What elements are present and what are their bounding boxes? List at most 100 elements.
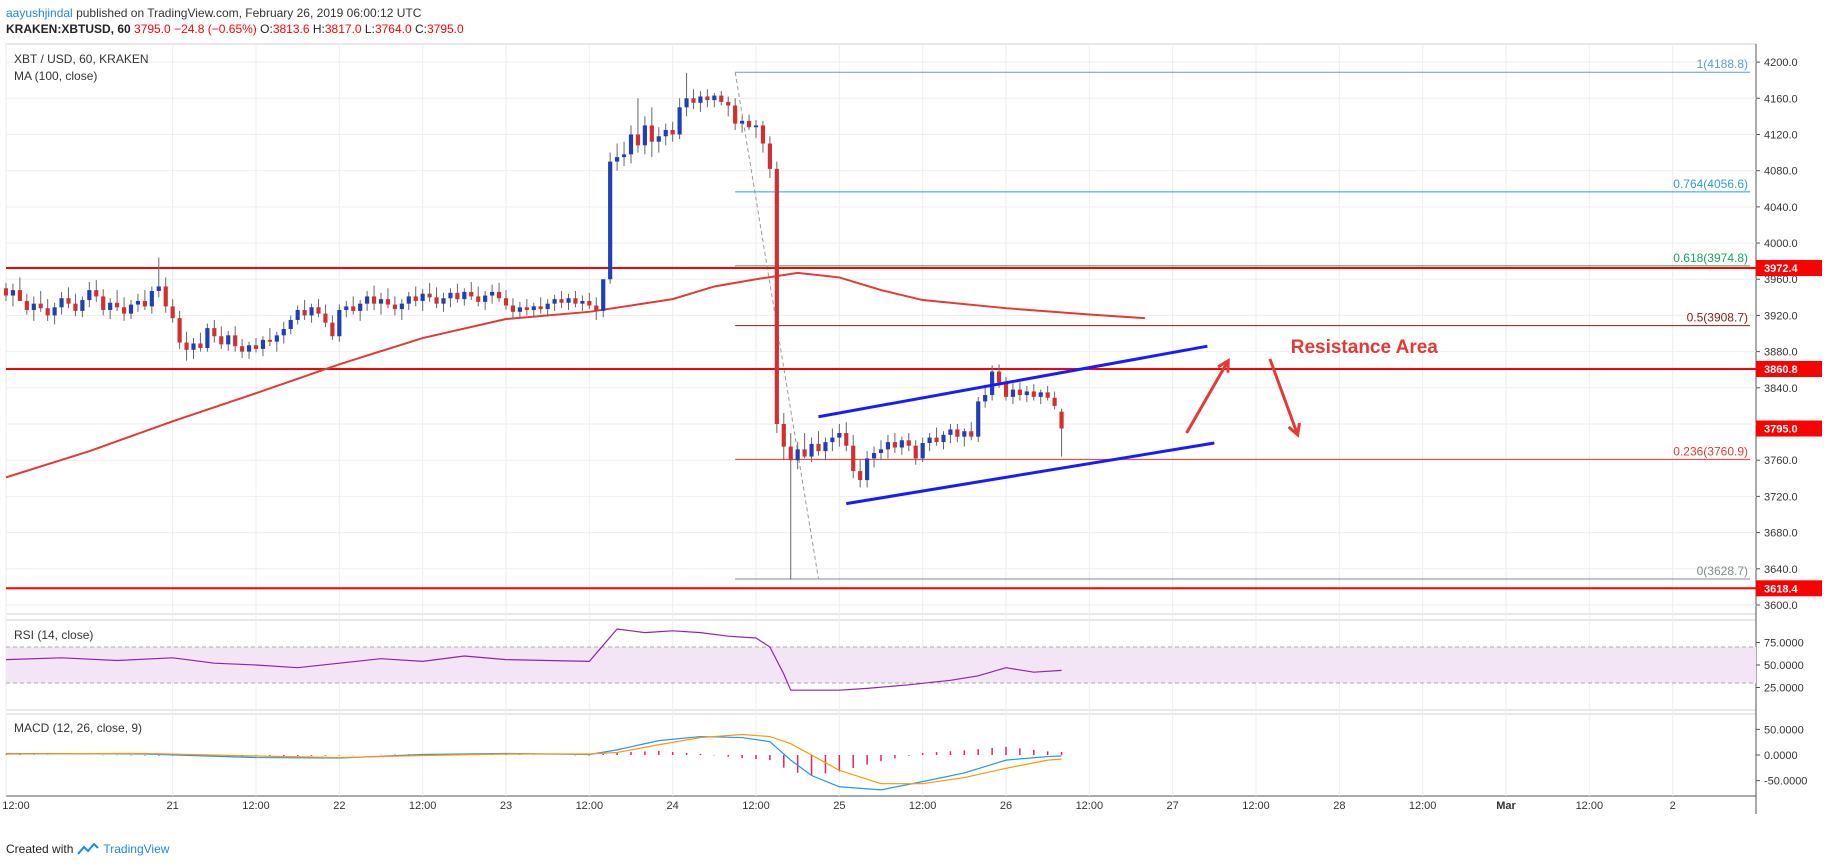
candle-body — [3, 288, 9, 296]
candle-body — [448, 292, 453, 299]
last-price: 3795.0 — [134, 22, 171, 36]
candle-body — [1031, 391, 1036, 397]
candle-body — [434, 297, 439, 304]
price-tick-label: 3600.0 — [1764, 600, 1798, 612]
channel-trendline — [846, 441, 1215, 506]
time-tick-label: 12:00 — [576, 800, 604, 812]
candle-body — [385, 299, 391, 305]
candle-body — [983, 395, 988, 402]
price-tick-label: 3680.0 — [1764, 528, 1798, 540]
candle-body — [927, 437, 932, 443]
sr-price-badge-label: 3972.4 — [1764, 263, 1799, 275]
macd-tick-label: 50.0000 — [1764, 724, 1804, 736]
candle-body — [17, 290, 22, 301]
candle-body — [330, 322, 335, 337]
candle-body — [545, 303, 550, 310]
price-tick-label: 3760.0 — [1764, 455, 1798, 467]
candle-body — [899, 440, 904, 448]
candle-body — [698, 96, 703, 103]
candle-body — [712, 95, 717, 101]
candle-body — [246, 345, 252, 352]
candle-body — [274, 335, 279, 342]
candle-body — [608, 161, 613, 280]
last-price-badge-label: 3795.0 — [1764, 424, 1798, 436]
candle-body — [219, 336, 224, 345]
candle-body — [233, 335, 238, 347]
fib-level-label: 0(3628.7) — [1697, 564, 1748, 578]
price-tick-label: 4120.0 — [1764, 129, 1798, 141]
time-tick-label: 12:00 — [1242, 800, 1270, 812]
pane-frame — [5, 43, 1757, 615]
fib-trend-line — [734, 72, 819, 580]
time-tick-label: 26 — [1000, 800, 1012, 812]
price-tick-label: 4160.0 — [1764, 93, 1798, 105]
candle-body — [59, 298, 64, 308]
candle-body — [642, 125, 647, 146]
candle-body — [163, 286, 168, 307]
candle-body — [170, 306, 175, 319]
time-tick-label: 2 — [1670, 800, 1676, 812]
time-tick-label: 12:00 — [742, 800, 770, 812]
candle-body — [52, 307, 57, 316]
candle-body — [809, 443, 814, 457]
candle-body — [392, 304, 397, 310]
candle-body — [580, 300, 585, 304]
candle-body — [1045, 392, 1050, 398]
candle-body — [830, 437, 835, 443]
fib-level-label: 0.618(3974.8) — [1673, 251, 1748, 265]
author-link[interactable]: aayushjindal — [6, 6, 73, 20]
candle-body — [108, 302, 113, 310]
candle-body — [184, 342, 189, 350]
candle-body — [490, 291, 495, 296]
candle-body — [663, 129, 668, 137]
last-price-badge — [1756, 420, 1822, 437]
time-tick-label: 12:00 — [242, 800, 270, 812]
candle-body — [760, 125, 766, 144]
time-tick-label: 12:00 — [1076, 800, 1104, 812]
time-tick-label: 12:00 — [409, 800, 437, 812]
candle-body — [531, 306, 536, 310]
macd-tick-label: -50.0000 — [1764, 776, 1807, 788]
candle-body — [621, 154, 627, 158]
candle-body — [38, 303, 43, 309]
candle-body — [1024, 391, 1029, 396]
candle-body — [87, 290, 92, 301]
candle-body — [816, 443, 821, 452]
time-tick-label: 23 — [500, 800, 512, 812]
candle-body — [802, 449, 807, 457]
price-tick-label: 3720.0 — [1764, 491, 1798, 503]
candle-body — [865, 458, 870, 481]
time-tick-label: 27 — [1167, 800, 1179, 812]
sr-price-badge — [1756, 360, 1822, 377]
resistance-area-label: Resistance Area — [1291, 337, 1439, 358]
candle-body — [691, 98, 696, 103]
candle-body — [371, 296, 377, 304]
candle-body — [45, 308, 50, 316]
low-value: 3764.0 — [374, 22, 412, 36]
candle-body — [601, 279, 606, 311]
fib-level-label: 0.5(3908.7) — [1687, 311, 1748, 325]
candle-body — [503, 298, 509, 306]
candle-body — [399, 303, 404, 310]
candle-body — [476, 296, 481, 302]
candle-body — [316, 307, 321, 314]
candle-body — [990, 371, 995, 396]
candle-body — [24, 300, 29, 310]
symbol-legend: XBT / USD, 60, KRAKEN — [14, 52, 149, 66]
annotation-arrow-shaft — [1268, 358, 1300, 436]
price-tick-label: 3880.0 — [1764, 347, 1798, 359]
candle-body — [455, 292, 460, 300]
candle-body — [955, 429, 960, 437]
candle-body — [878, 449, 884, 453]
time-tick-label: 12:00 — [1576, 800, 1604, 812]
candle-body — [635, 134, 641, 146]
candle-body — [934, 437, 939, 443]
created-with-text: Created with — [6, 842, 74, 856]
candle-body — [191, 343, 196, 350]
macd-signal-line — [5, 733, 1062, 785]
candle-body — [552, 299, 557, 304]
rsi-tick-label: 25.0000 — [1764, 683, 1804, 695]
candle-body — [670, 129, 675, 135]
tradingview-brand-link[interactable]: TradingView — [103, 842, 170, 856]
